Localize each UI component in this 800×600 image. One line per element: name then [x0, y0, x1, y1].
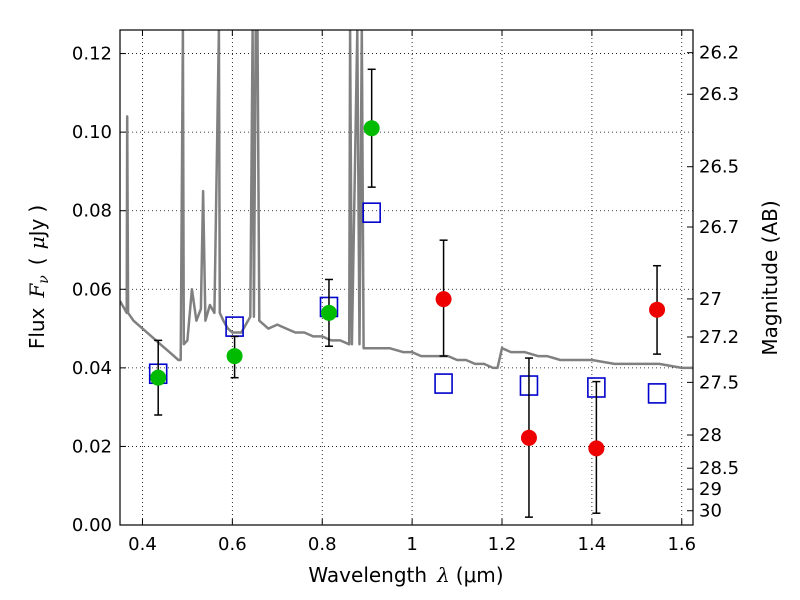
- plot-frame: [119, 29, 694, 526]
- x-tick-label: 0.6: [218, 534, 247, 555]
- y-tick-label: 0.12: [72, 44, 112, 65]
- x-axis: 0.4 0.6 0.8 1 1.2 1.4 1.6: [128, 30, 696, 555]
- data-point: [150, 369, 167, 386]
- magnitude-tick-label: 27: [699, 289, 722, 310]
- x-tick-label: 0.8: [308, 534, 337, 555]
- data-point: [320, 304, 337, 321]
- data-point: [649, 301, 666, 318]
- x-tick-label: 1.2: [488, 534, 517, 555]
- magnitude-tick-label: 29: [699, 479, 722, 500]
- y-tick-label: 0.00: [72, 515, 112, 536]
- y-tick-label: 0.04: [72, 358, 112, 379]
- y-axis-label: FluxFν(μJy): [25, 205, 52, 349]
- magnitude-axis-label: Magnitude (AB): [758, 200, 782, 355]
- data-point: [520, 429, 537, 446]
- error-bars: [154, 68, 662, 518]
- magnitude-tick-label: 28.5: [699, 458, 739, 479]
- y-tick-label: 0.10: [72, 122, 112, 143]
- magnitude-tick-label: 27.5: [699, 372, 739, 393]
- magnitude-tick-label: 28: [699, 425, 722, 446]
- x-tick-label: 1.4: [578, 534, 607, 555]
- observed-photometry: [150, 120, 666, 457]
- magnitude-tick-label: 26.5: [699, 157, 739, 178]
- model-point: [434, 373, 453, 394]
- model-photometry: [148, 202, 667, 404]
- magnitude-tick-label: 26.2: [699, 43, 739, 64]
- x-tick-label: 0.4: [128, 534, 157, 555]
- model-point: [362, 202, 381, 223]
- data-point: [435, 291, 452, 308]
- x-tick-label: 1: [406, 534, 417, 555]
- data-point: [588, 440, 605, 457]
- model-point: [647, 383, 667, 404]
- y-tick-label: 0.02: [72, 436, 112, 457]
- y-axis: 0.00 0.02 0.04 0.06 0.08 0.10 0.12: [72, 44, 126, 536]
- x-tick-label: 1.6: [667, 534, 696, 555]
- magnitude-tick-label: 30: [699, 501, 722, 522]
- data-point: [226, 348, 243, 365]
- magnitude-tick-label: 26.3: [699, 84, 739, 105]
- magnitude-tick-label: 26.7: [699, 217, 739, 238]
- grid-lines: [120, 30, 693, 526]
- model-spectrum-line: [120, 30, 693, 370]
- model-spectrum: [120, 30, 693, 370]
- x-axis-label: Wavelength λ (μm): [308, 563, 503, 587]
- plot-area: [120, 30, 693, 518]
- y-tick-label: 0.06: [72, 279, 112, 300]
- magnitude-tick-label: 27.2: [699, 327, 739, 348]
- y-tick-label: 0.08: [72, 201, 112, 222]
- data-point: [363, 120, 380, 137]
